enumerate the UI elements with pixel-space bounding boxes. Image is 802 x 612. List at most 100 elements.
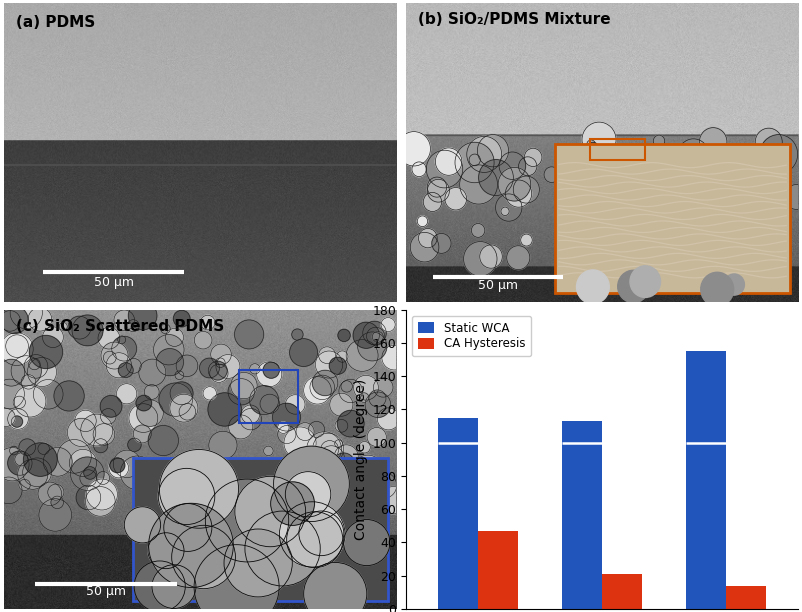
Circle shape (111, 337, 136, 361)
Circle shape (11, 356, 42, 386)
Circle shape (128, 438, 141, 452)
Circle shape (286, 395, 305, 414)
Circle shape (622, 173, 634, 187)
Circle shape (109, 458, 128, 478)
Circle shape (346, 340, 378, 371)
Circle shape (170, 394, 198, 422)
Bar (555, 144, 790, 293)
Circle shape (209, 361, 227, 380)
Bar (562, 421, 602, 609)
Circle shape (639, 160, 662, 184)
Circle shape (234, 320, 264, 349)
Circle shape (464, 242, 497, 276)
Circle shape (261, 488, 294, 521)
Circle shape (582, 122, 616, 157)
Circle shape (277, 425, 296, 444)
Circle shape (200, 358, 220, 378)
Circle shape (43, 447, 72, 476)
Circle shape (165, 329, 184, 346)
Circle shape (419, 228, 437, 248)
Circle shape (160, 449, 238, 528)
Circle shape (0, 379, 24, 409)
Circle shape (292, 329, 303, 340)
Circle shape (205, 479, 289, 562)
Circle shape (134, 517, 164, 547)
Circle shape (172, 471, 200, 499)
Circle shape (338, 329, 350, 341)
Circle shape (695, 160, 719, 186)
Circle shape (240, 408, 261, 430)
Circle shape (577, 270, 610, 304)
Circle shape (38, 499, 71, 531)
Circle shape (68, 316, 91, 339)
Circle shape (216, 354, 240, 378)
Circle shape (596, 225, 605, 234)
Circle shape (18, 479, 30, 491)
Circle shape (412, 162, 426, 177)
Text: (c) SiO₂ Scattered PDMS: (c) SiO₂ Scattered PDMS (16, 319, 224, 334)
Circle shape (755, 231, 792, 268)
Circle shape (367, 327, 385, 345)
Circle shape (93, 424, 115, 446)
Circle shape (472, 223, 485, 237)
Circle shape (445, 187, 467, 210)
Circle shape (249, 386, 278, 414)
Circle shape (249, 488, 258, 497)
Circle shape (295, 507, 316, 528)
Circle shape (194, 545, 279, 612)
Circle shape (129, 404, 158, 433)
Circle shape (335, 419, 348, 432)
Circle shape (584, 153, 614, 184)
Circle shape (286, 472, 330, 517)
Circle shape (265, 489, 294, 519)
Circle shape (120, 456, 154, 490)
Circle shape (706, 211, 736, 244)
Circle shape (216, 358, 225, 368)
Bar (602, 574, 642, 609)
Circle shape (75, 410, 96, 431)
Circle shape (134, 561, 185, 612)
Circle shape (358, 441, 371, 453)
Circle shape (71, 457, 104, 490)
Circle shape (153, 335, 184, 365)
Circle shape (28, 308, 51, 331)
Circle shape (0, 477, 22, 504)
Circle shape (343, 520, 390, 565)
Circle shape (423, 192, 442, 212)
Circle shape (714, 245, 723, 255)
Circle shape (707, 173, 723, 190)
Circle shape (703, 198, 718, 214)
Circle shape (369, 390, 386, 407)
Circle shape (230, 477, 243, 490)
Circle shape (381, 318, 395, 332)
Circle shape (160, 476, 169, 484)
Circle shape (21, 375, 36, 389)
Circle shape (158, 468, 215, 524)
Circle shape (139, 359, 166, 386)
Circle shape (557, 206, 583, 233)
Circle shape (427, 179, 449, 202)
Circle shape (330, 513, 347, 530)
Circle shape (427, 150, 463, 188)
Circle shape (382, 345, 407, 370)
Circle shape (114, 310, 135, 330)
Text: 50 μm: 50 μm (94, 276, 134, 289)
Circle shape (640, 146, 649, 155)
Circle shape (561, 248, 586, 275)
Circle shape (18, 460, 48, 490)
Circle shape (211, 344, 231, 365)
Circle shape (379, 487, 407, 514)
Circle shape (467, 136, 502, 173)
Circle shape (152, 494, 163, 504)
Circle shape (228, 379, 254, 405)
Circle shape (622, 168, 653, 200)
Circle shape (180, 520, 200, 540)
Circle shape (759, 135, 798, 174)
Circle shape (755, 128, 782, 156)
Circle shape (725, 146, 739, 161)
Circle shape (715, 214, 727, 227)
Circle shape (544, 167, 559, 182)
Circle shape (618, 180, 656, 220)
Circle shape (245, 511, 320, 586)
Circle shape (67, 418, 95, 447)
